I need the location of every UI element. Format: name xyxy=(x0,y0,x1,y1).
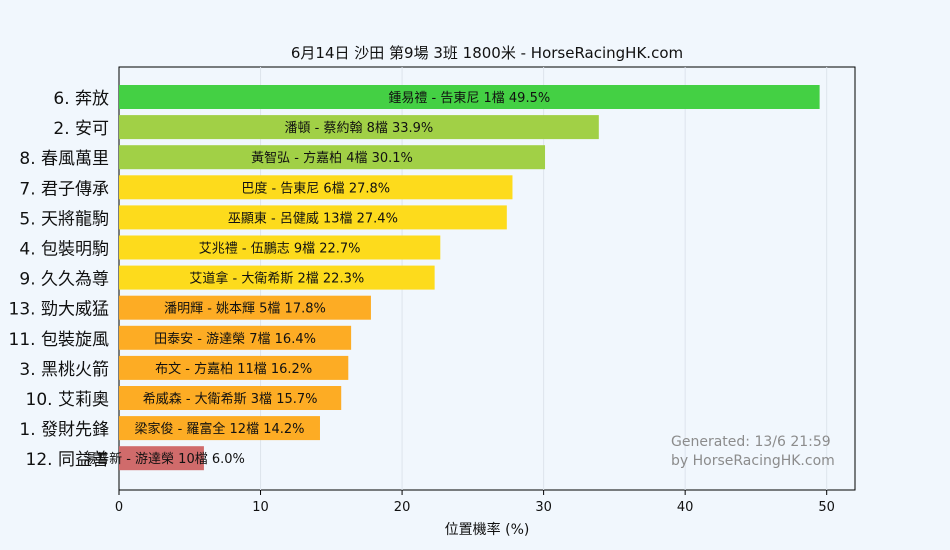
bar-value-label: 梁家俊 - 羅富全 12檔 14.2% xyxy=(134,421,304,437)
chart-title: 6月14日 沙田 第9場 3班 1800米 - HorseRacingHK.co… xyxy=(291,44,683,62)
y-axis-labels: 6. 奔放 2. 安可 8. 春風萬里 7. 君子傳承 5. 天將龍駒 4. 包裝明駒 9.… xyxy=(9,89,109,470)
watermark-site: by HorseRacingHK.com xyxy=(671,453,835,469)
category-label: 2. 安可 xyxy=(53,119,109,139)
category-label: 11. 包裝旋風 xyxy=(9,330,109,350)
bar xyxy=(119,115,599,140)
bar-value-label: 黃智弘 - 方嘉柏 4檔 30.1% xyxy=(251,150,413,166)
bar xyxy=(119,295,371,320)
bar-labels: 鍾易禮 - 告東尼 1檔 49.5% 潘頓 - 蔡約翰 8檔 33.9% 黃智弘 -… xyxy=(83,90,550,467)
category-label: 1. 發財先鋒 xyxy=(19,420,109,440)
x-tick-label: 0 xyxy=(115,500,123,515)
bar-value-label: 艾兆禮 - 伍鵬志 9檔 22.7% xyxy=(199,242,361,257)
bar-value-label: 潘頓 - 蔡約翰 8檔 33.9% xyxy=(285,121,434,136)
x-tick-label: 20 xyxy=(394,500,411,515)
category-label: 7. 君子傳承 xyxy=(19,179,109,199)
watermark-generated: Generated: 13/6 21:59 xyxy=(671,434,831,450)
x-tick-label: 10 xyxy=(252,500,269,515)
bar-value-label: 湯普新 - 游達榮 10檔 6.0% xyxy=(83,451,245,467)
bar xyxy=(119,205,507,230)
bar-value-label: 田泰安 - 游達榮 7檔 16.4% xyxy=(154,332,316,347)
x-axis-ticks: 0 10 20 30 40 50 xyxy=(115,490,835,515)
category-label: 12. 同益善 xyxy=(26,450,109,470)
bar-value-label: 巫顯東 - 呂健威 13檔 27.4% xyxy=(228,210,398,226)
bar-value-label: 布文 - 方嘉柏 11檔 16.2% xyxy=(155,361,312,377)
x-tick-label: 30 xyxy=(535,500,552,515)
bar xyxy=(119,386,342,410)
x-tick-label: 40 xyxy=(677,500,694,515)
bar xyxy=(119,416,320,441)
bar xyxy=(119,235,441,260)
bar xyxy=(119,175,513,200)
category-label: 6. 奔放 xyxy=(53,89,109,109)
bar xyxy=(119,325,352,350)
bar xyxy=(119,446,204,471)
bar-value-label: 希威森 - 大衛希斯 3檔 15.7% xyxy=(143,392,318,407)
bar-value-label: 潘明輝 - 姚本輝 5檔 17.8% xyxy=(164,302,326,317)
category-label: 10. 艾莉奧 xyxy=(26,390,109,410)
bar-value-label: 巴度 - 告東尼 6檔 27.8% xyxy=(241,180,390,196)
bar xyxy=(119,355,349,380)
bar-value-label: 艾道拿 - 大衛希斯 2檔 22.3% xyxy=(189,271,364,287)
category-label: 4. 包裝明駒 xyxy=(19,240,109,260)
bar xyxy=(119,145,546,170)
bar-value-label: 鍾易禮 - 告東尼 1檔 49.5% xyxy=(388,90,550,106)
bar xyxy=(119,85,820,109)
category-label: 3. 黑桃火箭 xyxy=(19,360,109,380)
bars xyxy=(119,85,820,471)
category-label: 9. 久久為尊 xyxy=(19,270,109,290)
x-axis-label: 位置機率 (%) xyxy=(445,521,530,538)
bar xyxy=(119,265,435,290)
x-tick-label: 50 xyxy=(818,500,835,515)
category-label: 8. 春風萬里 xyxy=(19,149,109,169)
category-label: 13. 勁大威猛 xyxy=(9,300,109,320)
category-label: 5. 天將龍駒 xyxy=(19,209,109,229)
